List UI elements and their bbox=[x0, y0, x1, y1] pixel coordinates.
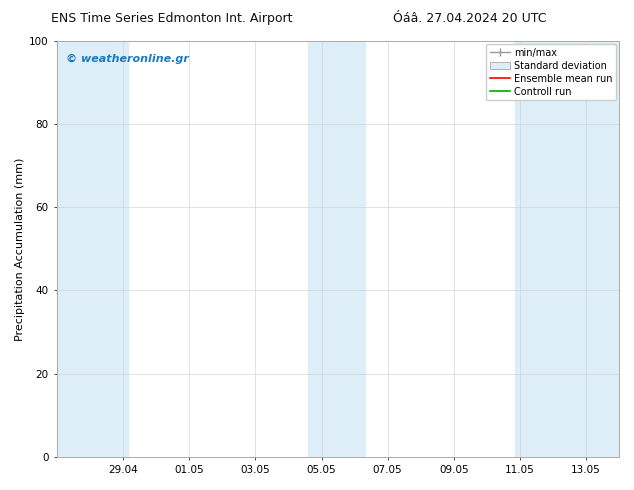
Y-axis label: Precipitation Accumulation (mm): Precipitation Accumulation (mm) bbox=[15, 157, 25, 341]
Text: © weatheronline.gr: © weatheronline.gr bbox=[65, 53, 188, 64]
Bar bbox=[515, 41, 619, 457]
Legend: min/max, Standard deviation, Ensemble mean run, Controll run: min/max, Standard deviation, Ensemble me… bbox=[486, 44, 616, 100]
Bar bbox=[308, 41, 365, 457]
Text: Óáâ. 27.04.2024 20 UTC: Óáâ. 27.04.2024 20 UTC bbox=[393, 12, 547, 25]
Bar bbox=[57, 41, 128, 457]
Text: ENS Time Series Edmonton Int. Airport: ENS Time Series Edmonton Int. Airport bbox=[51, 12, 292, 25]
